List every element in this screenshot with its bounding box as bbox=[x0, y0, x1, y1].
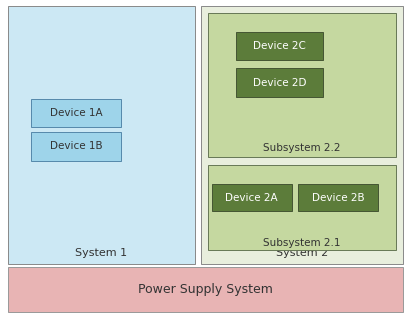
Text: Device 1B: Device 1B bbox=[50, 141, 102, 151]
Text: Subsystem 2.2: Subsystem 2.2 bbox=[263, 143, 340, 153]
Text: Device 2D: Device 2D bbox=[253, 78, 306, 88]
Text: Subsystem 2.1: Subsystem 2.1 bbox=[263, 238, 340, 248]
Text: Device 2C: Device 2C bbox=[253, 41, 306, 51]
FancyBboxPatch shape bbox=[208, 13, 396, 157]
FancyBboxPatch shape bbox=[236, 68, 323, 97]
FancyBboxPatch shape bbox=[298, 184, 378, 211]
Text: System 1: System 1 bbox=[75, 248, 127, 258]
Text: System 2: System 2 bbox=[275, 248, 328, 258]
Text: Power Supply System: Power Supply System bbox=[138, 283, 273, 296]
Text: Device 2B: Device 2B bbox=[312, 193, 365, 203]
FancyBboxPatch shape bbox=[236, 32, 323, 60]
FancyBboxPatch shape bbox=[31, 132, 121, 161]
FancyBboxPatch shape bbox=[212, 184, 292, 211]
FancyBboxPatch shape bbox=[8, 6, 195, 264]
Text: Device 1A: Device 1A bbox=[50, 108, 102, 118]
FancyBboxPatch shape bbox=[31, 99, 121, 127]
FancyBboxPatch shape bbox=[201, 6, 403, 264]
Text: Device 2A: Device 2A bbox=[225, 193, 278, 203]
FancyBboxPatch shape bbox=[208, 165, 396, 250]
FancyBboxPatch shape bbox=[8, 267, 403, 312]
